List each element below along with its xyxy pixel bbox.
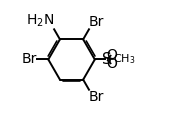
Text: Br: Br: [21, 52, 37, 67]
Text: O: O: [106, 48, 117, 62]
Text: O: O: [106, 57, 117, 71]
Text: H$_2$N: H$_2$N: [26, 12, 54, 29]
Text: S: S: [102, 52, 112, 67]
Text: CH$_3$: CH$_3$: [113, 53, 136, 66]
Text: Br: Br: [89, 15, 104, 29]
Text: Br: Br: [89, 90, 104, 104]
